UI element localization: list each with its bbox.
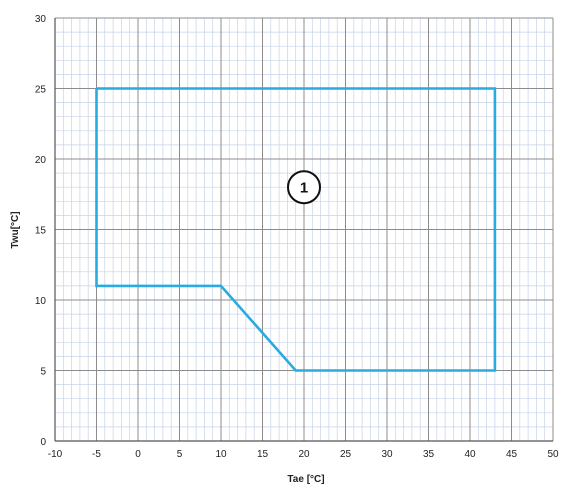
y-tick-label: 30	[35, 14, 47, 25]
y-axis-title: Twu[°C]	[10, 211, 21, 248]
y-tick-labels: 0 5 10 15 20 25 30	[35, 14, 47, 448]
x-tick-label: 10	[215, 449, 227, 460]
y-tick-label: 20	[35, 155, 47, 166]
x-tick-label: 45	[506, 449, 518, 460]
annotation-layer: 1	[287, 170, 321, 205]
y-tick-label: 15	[35, 226, 47, 237]
x-tick-label: 20	[298, 449, 310, 460]
x-tick-label: 35	[423, 449, 435, 460]
series-layer	[95, 87, 497, 372]
x-tick-label: 30	[381, 449, 393, 460]
y-tick-label: 5	[40, 367, 46, 378]
x-tick-label: -5	[92, 449, 101, 460]
x-tick-label: 50	[547, 449, 559, 460]
x-tick-label: 40	[464, 449, 476, 460]
x-tick-labels: -10 -5 0 5 10 15 20 25 30 35 40 45 50	[48, 449, 559, 460]
y-tick-label: 25	[35, 85, 47, 96]
x-tick-label: 0	[135, 449, 141, 460]
zone-marker-circle	[287, 170, 321, 205]
x-tick-label: -10	[48, 449, 63, 460]
x-tick-label: 15	[257, 449, 269, 460]
zone-marker-label: 1	[300, 180, 308, 197]
y-tick-label: 0	[40, 437, 46, 448]
y-tick-label: 10	[35, 296, 47, 307]
x-axis-title: Tae [°C]	[287, 474, 324, 485]
axes	[54, 18, 553, 442]
x-tick-label: 25	[340, 449, 352, 460]
x-tick-label: 5	[177, 449, 183, 460]
